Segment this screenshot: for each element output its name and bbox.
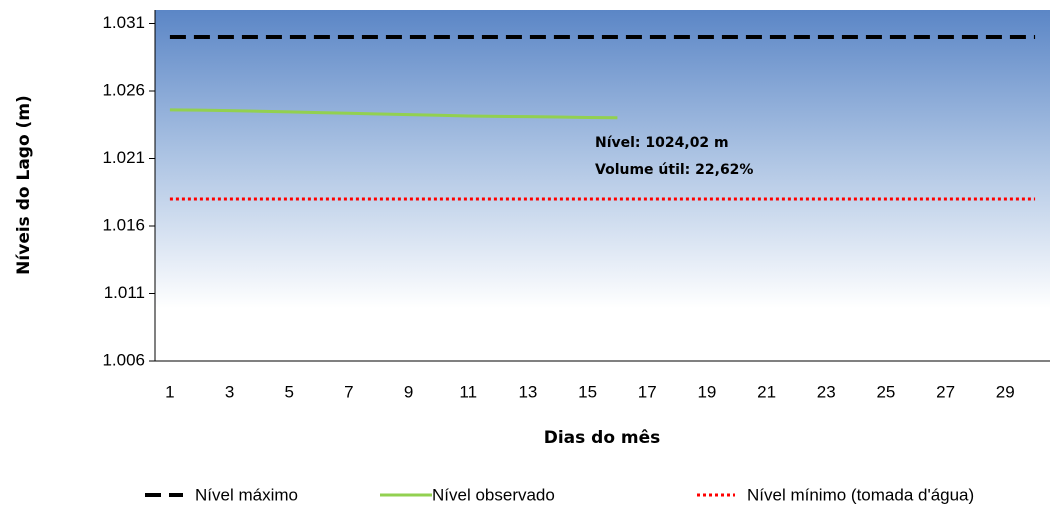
y-tick-label: 1.021: [102, 148, 145, 167]
x-tick-label: 5: [285, 382, 294, 401]
x-tick-label: 23: [817, 382, 836, 401]
y-tick-label: 1.011: [104, 283, 145, 302]
legend-label: Nível máximo: [195, 485, 298, 504]
x-tick-label: 9: [404, 382, 413, 401]
y-tick-label: 1.006: [102, 350, 145, 369]
x-tick-label: 7: [344, 382, 353, 401]
x-tick-label: 1: [165, 382, 174, 401]
x-tick-label: 15: [578, 382, 597, 401]
x-tick-label: 13: [518, 382, 537, 401]
x-tick-label: 11: [459, 382, 477, 401]
x-tick-label: 21: [757, 382, 776, 401]
annotation: Nível: 1024,02 m: [595, 135, 729, 151]
x-tick-label: 29: [996, 382, 1015, 401]
x-tick-label: 3: [225, 382, 234, 401]
series-line: [169, 108, 618, 120]
annotation: Volume útil: 22,62%: [595, 162, 753, 178]
y-tick-label: 1.016: [102, 215, 145, 234]
x-tick-label: 25: [876, 382, 895, 401]
x-axis-label: Dias do mês: [544, 428, 661, 448]
y-tick-label: 1.026: [102, 80, 145, 99]
y-axis-label: Níveis do Lago (m): [14, 95, 34, 275]
legend-label: Nível mínimo (tomada d'água): [747, 485, 974, 504]
x-tick-label: 19: [697, 382, 716, 401]
x-tick-label: 27: [936, 382, 955, 401]
x-tick-label: 17: [638, 382, 657, 401]
legend-label: Nível observado: [432, 485, 555, 504]
plot-area: [155, 10, 1050, 361]
y-tick-label: 1.031: [102, 13, 145, 32]
